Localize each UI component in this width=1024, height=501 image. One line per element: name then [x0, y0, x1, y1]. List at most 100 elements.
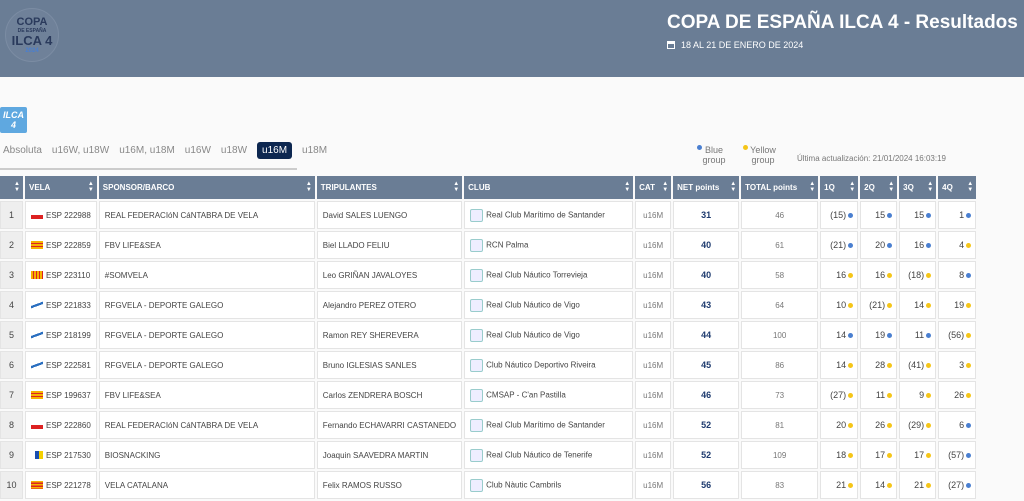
race-score: 19: [954, 300, 965, 310]
sort-icon[interactable]: ▲ ▼: [305, 181, 312, 193]
club-logo-icon: [470, 238, 484, 252]
blue-group-dot-icon: [887, 333, 893, 339]
race-score: 4: [959, 240, 965, 250]
table-row[interactable]: 4 ESP 221833 RFGVELA - DEPORTE GALEGO Aleja…: [0, 291, 977, 319]
column-header-sponsor-barco[interactable]: SPONSOR/BARCO ▲ ▼: [98, 176, 315, 199]
column-header-club[interactable]: CLUB ▲ ▼: [464, 176, 634, 199]
column-label: 4Q: [942, 183, 953, 192]
column-header-cat[interactable]: CAT ▲ ▼: [635, 176, 672, 199]
race-score: 3: [959, 360, 965, 370]
sponsor-cell: REAL FEDERACIóN CáNTABRA DE VELA: [98, 201, 315, 229]
race-2q-cell: 19: [860, 321, 898, 349]
blue-group-dot-icon: [848, 213, 854, 219]
race-score: 8: [959, 270, 965, 280]
sort-icon[interactable]: ▲ ▼: [888, 181, 895, 193]
table-row[interactable]: 8 ESP 222860 REAL FEDERACIóN CáNTABRA DE V…: [0, 411, 977, 439]
column-header-2q[interactable]: 2Q ▲ ▼: [860, 176, 898, 199]
sort-icon[interactable]: ▲ ▼: [730, 181, 737, 193]
crew-cell: David SALES LUENGO: [316, 201, 463, 229]
race-score: 16: [836, 270, 847, 280]
race-2q-cell: 15: [860, 201, 898, 229]
yellow-group-dot-icon: [887, 423, 893, 429]
category-cell: u16M: [635, 441, 672, 469]
sort-icon[interactable]: ▲ ▼: [453, 181, 460, 193]
race-1q-cell: 10: [820, 291, 859, 319]
rank-cell: 6: [0, 351, 23, 379]
race-score: 28: [875, 360, 886, 370]
club-logo-icon: [470, 448, 484, 462]
sort-icon[interactable]: ▲ ▼: [87, 181, 94, 193]
sort-icon[interactable]: ▲ ▼: [967, 181, 974, 193]
yellow-group-dot-icon: [926, 303, 932, 309]
net-points-cell: 45: [673, 351, 740, 379]
column-header-net-points[interactable]: NET points ▲ ▼: [673, 176, 740, 199]
tab-u16w[interactable]: u16W: [184, 145, 211, 156]
column-header-total-points[interactable]: TOTAL points ▲ ▼: [741, 176, 819, 199]
total-points-cell: 73: [741, 381, 819, 409]
race-4q-cell: 26: [938, 381, 977, 409]
sort-icon[interactable]: ▲ ▼: [849, 181, 856, 193]
sail-number: ESP 218199: [46, 330, 91, 340]
race-4q-cell: 19: [938, 291, 977, 319]
yellow-group-dot-icon: [848, 483, 854, 489]
column-header-1q[interactable]: 1Q ▲ ▼: [820, 176, 859, 199]
tab-u18w[interactable]: u18W: [220, 145, 248, 156]
column-header-vela[interactable]: VELA ▲ ▼: [25, 176, 97, 199]
tab-absoluta[interactable]: Absoluta: [3, 145, 42, 156]
table-row[interactable]: 3 ESP 223110 #SOMVELA Leo GRIÑAN JAVALOYES R…: [0, 261, 977, 289]
race-4q-cell: (27): [938, 471, 977, 499]
rank-cell: 9: [0, 441, 23, 469]
crew-cell: Leo GRIÑAN JAVALOYES: [316, 261, 463, 289]
table-row[interactable]: 6 ESP 222581 RFGVELA - DEPORTE GALEGO Bruno…: [0, 351, 977, 379]
tab-u18m[interactable]: u18M: [302, 145, 328, 156]
race-4q-cell: 3: [938, 351, 977, 379]
tab-u16m[interactable]: u16M: [257, 142, 293, 159]
page-title: COPA DE ESPAÑA ILCA 4 - Resultados: [667, 12, 1018, 33]
table-row[interactable]: 2 ESP 222859 FBV LIFE&SEA Biel LLADO FELIU R…: [0, 231, 977, 259]
sail-cell: ESP 199637: [25, 381, 97, 409]
column-header-4q[interactable]: 4Q ▲ ▼: [938, 176, 977, 199]
total-points-cell: 46: [741, 201, 819, 229]
race-score: 14: [836, 360, 847, 370]
column-header-tripulantes[interactable]: TRIPULANTES ▲ ▼: [316, 176, 463, 199]
sort-icon[interactable]: ▲ ▼: [927, 181, 934, 193]
total-points-cell: 58: [741, 261, 819, 289]
sail-number: ESP 222860: [46, 420, 91, 430]
sort-icon[interactable]: ▲ ▼: [662, 181, 669, 193]
tab-u16m-u18m[interactable]: u16M, u18M: [119, 145, 175, 156]
sail-number: ESP 222859: [46, 240, 91, 250]
blue-group-dot-icon: [887, 243, 893, 249]
blue-group-dot-icon: [966, 423, 972, 429]
race-score: (18): [908, 270, 925, 280]
table-row[interactable]: 10 ESP 221278 VELA CATALANA Felix RAMOS RUS…: [0, 471, 977, 499]
sort-icon[interactable]: ▲ ▼: [624, 181, 631, 193]
total-points-cell: 81: [741, 411, 819, 439]
blue-group-dot-icon: [966, 273, 972, 279]
rank-cell: 5: [0, 321, 23, 349]
tab-u16w-u18w[interactable]: u16W, u18W: [51, 145, 110, 156]
blue-group-dot-icon: [848, 333, 854, 339]
sort-icon[interactable]: ▲ ▼: [14, 181, 20, 193]
crew-cell: Bruno IGLESIAS SANLES: [316, 351, 463, 379]
race-score: (15): [830, 210, 847, 220]
class-badge[interactable]: ILCA 4: [0, 107, 27, 133]
club-logo-icon: [470, 268, 484, 282]
table-row[interactable]: 9 ESP 217530 BIOSNACKING Joaquin SAAVEDRA M…: [0, 441, 977, 469]
column-header-rank[interactable]: ▲ ▼: [0, 176, 23, 199]
net-points-cell: 40: [673, 261, 740, 289]
net-points-cell: 43: [673, 291, 740, 319]
club-name: Club Nàutic Cambrils: [486, 480, 562, 490]
column-header-3q[interactable]: 3Q ▲ ▼: [899, 176, 937, 199]
race-3q-cell: 16: [899, 231, 937, 259]
rank-cell: 4: [0, 291, 23, 319]
race-2q-cell: 14: [860, 471, 898, 499]
sort-icon[interactable]: ▲ ▼: [809, 181, 816, 193]
race-4q-cell: 4: [938, 231, 977, 259]
club-cell: CMSAP - C'an Pastilla: [464, 381, 634, 409]
table-row[interactable]: 5 ESP 218199 RFGVELA - DEPORTE GALEGO Ramon…: [0, 321, 977, 349]
table-row[interactable]: 7 ESP 199637 FBV LIFE&SEA Carlos ZENDRERA B…: [0, 381, 977, 409]
race-4q-cell: 1: [938, 201, 977, 229]
race-score: 16: [875, 270, 886, 280]
crew-cell: Alejandro PEREZ OTERO: [316, 291, 463, 319]
table-row[interactable]: 1 ESP 222988 REAL FEDERACIóN CáNTABRA DE V…: [0, 201, 977, 229]
